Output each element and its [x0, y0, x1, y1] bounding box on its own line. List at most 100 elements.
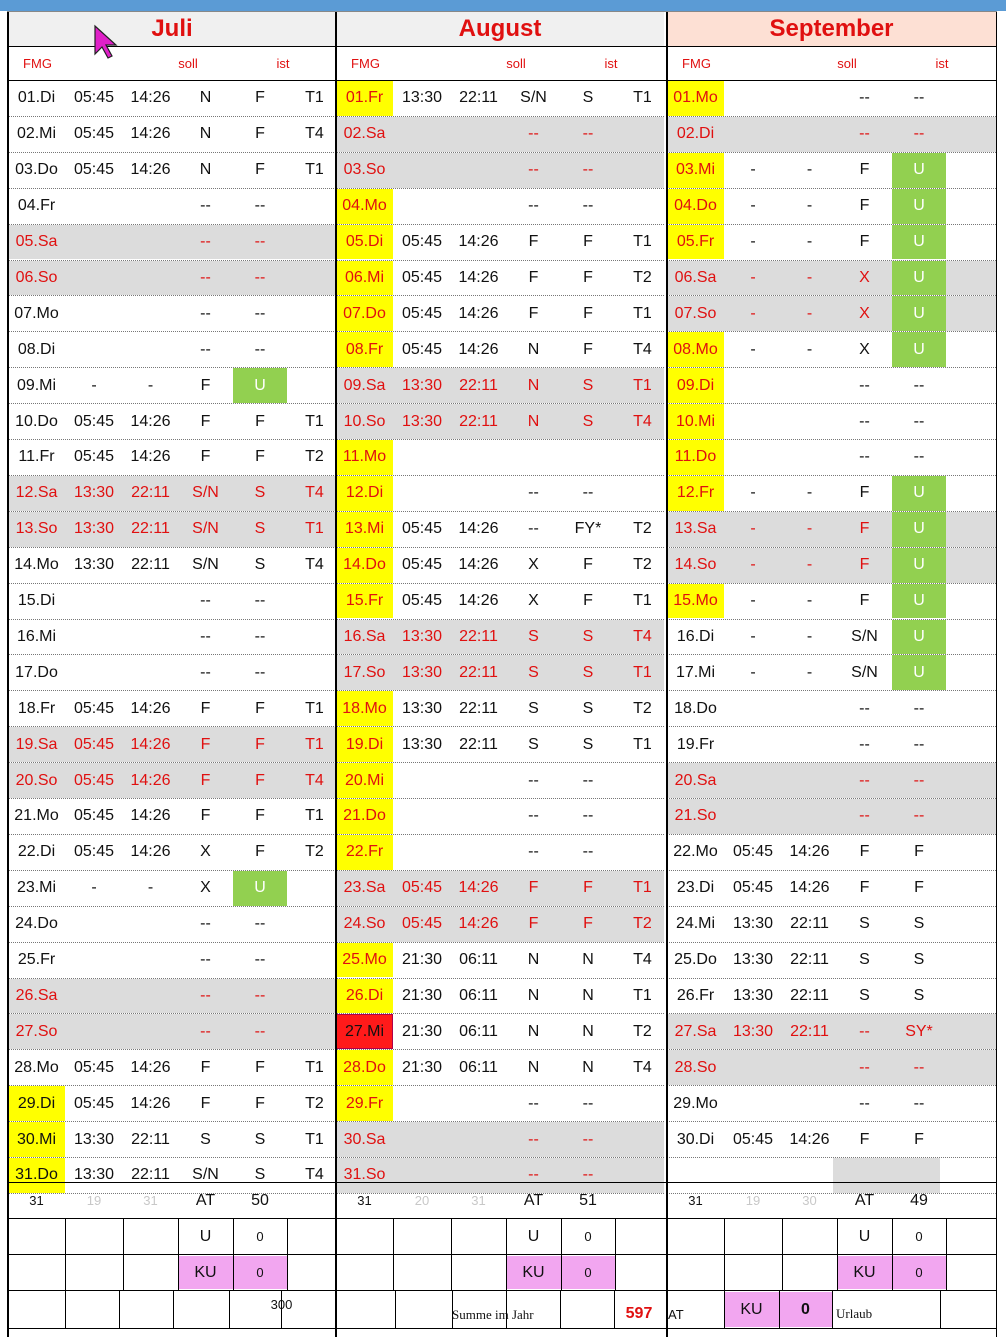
day-cell[interactable]: 21.So	[667, 799, 724, 834]
end-time-cell[interactable]: 22:11	[131, 484, 170, 502]
soll-cell[interactable]: --	[528, 1130, 539, 1148]
ist-cell[interactable]: --	[582, 1130, 594, 1148]
end-time-cell[interactable]: 14:26	[458, 556, 499, 574]
end-time-cell[interactable]: -	[806, 520, 813, 538]
start-time-cell[interactable]: 05:45	[732, 843, 774, 861]
end-time-cell[interactable]: 14:26	[130, 807, 171, 825]
end-time-cell[interactable]: 22:11	[790, 1022, 829, 1040]
ist-cell[interactable]: --	[254, 986, 266, 1004]
soll-cell[interactable]: X	[859, 340, 870, 358]
end-time-cell[interactable]	[782, 81, 837, 116]
soll-cell[interactable]: F	[528, 879, 539, 897]
soll-cell[interactable]: --	[859, 125, 870, 143]
start-time-cell[interactable]	[65, 1014, 123, 1049]
start-time-cell[interactable]: 13:30	[732, 1022, 774, 1040]
soll-cell[interactable]: F	[528, 268, 539, 286]
code-cell[interactable]: T1	[305, 161, 324, 179]
code-cell[interactable]	[946, 548, 1001, 583]
day-cell[interactable]: 12.Di	[336, 475, 393, 511]
ist-cell[interactable]: --	[582, 807, 594, 825]
code-cell[interactable]	[946, 1122, 1001, 1157]
ist-cell[interactable]: S	[582, 376, 594, 394]
day-cell[interactable]: 22.Di	[17, 843, 56, 861]
ist-cell[interactable]: U	[233, 368, 287, 404]
end-time-cell[interactable]: 14:26	[130, 735, 171, 753]
soll-cell[interactable]: N	[527, 986, 540, 1004]
day-cell[interactable]: 11.Fr	[18, 448, 55, 466]
soll-cell[interactable]: F	[200, 448, 211, 466]
day-cell[interactable]: 25.Fr	[17, 951, 56, 969]
soll-cell[interactable]: F	[859, 592, 870, 610]
start-time-cell[interactable]: 05:45	[73, 89, 115, 107]
start-time-cell[interactable]	[724, 368, 782, 403]
end-time-cell[interactable]: 14:26	[130, 1058, 171, 1076]
code-cell[interactable]: T2	[633, 556, 652, 574]
day-cell[interactable]: 18.Fr	[17, 699, 56, 717]
ist-cell[interactable]: --	[913, 807, 925, 825]
end-time-cell[interactable]: 06:11	[459, 1022, 498, 1040]
day-cell[interactable]: 27.So	[8, 1014, 65, 1050]
day-cell[interactable]: 08.Fr	[336, 332, 393, 368]
start-time-cell[interactable]: 05:45	[73, 699, 115, 717]
end-time-cell[interactable]: -	[806, 268, 813, 286]
start-time-cell[interactable]	[724, 440, 782, 475]
soll-cell[interactable]: --	[200, 1022, 211, 1040]
start-time-cell[interactable]: -	[750, 556, 756, 574]
day-cell[interactable]: 29.Fr	[336, 1086, 393, 1122]
end-time-cell[interactable]: 22:11	[131, 520, 170, 538]
end-time-cell[interactable]: 14:26	[458, 340, 499, 358]
ist-cell[interactable]: F	[583, 592, 593, 610]
ist-cell[interactable]: F	[255, 699, 265, 717]
end-time-cell[interactable]	[451, 117, 506, 152]
day-cell[interactable]: 23.Sa	[336, 870, 393, 906]
soll-cell[interactable]: --	[528, 1094, 539, 1112]
ist-cell[interactable]: S	[913, 951, 925, 969]
start-time-cell[interactable]	[65, 225, 123, 260]
ist-cell[interactable]	[561, 440, 615, 475]
day-cell[interactable]: 06.So	[8, 260, 65, 296]
day-cell[interactable]: 26.Sa	[8, 978, 65, 1014]
ist-cell[interactable]: U	[892, 511, 946, 547]
ist-cell[interactable]: N	[582, 986, 594, 1004]
soll-cell[interactable]: N	[527, 412, 540, 430]
ist-cell[interactable]: U	[892, 260, 946, 296]
ist-cell[interactable]: --	[582, 771, 594, 789]
soll-cell[interactable]: X	[528, 556, 539, 574]
code-cell[interactable]	[287, 584, 342, 619]
soll-cell[interactable]: S/N	[520, 89, 547, 107]
ist-cell[interactable]: --	[913, 448, 925, 466]
start-time-cell[interactable]: 05:45	[401, 268, 443, 286]
end-time-cell[interactable]: 14:26	[130, 125, 171, 143]
ist-cell[interactable]: --	[254, 592, 266, 610]
end-time-cell[interactable]: 14:26	[130, 412, 171, 430]
ist-cell[interactable]: --	[254, 951, 266, 969]
soll-cell[interactable]: F	[859, 1130, 870, 1148]
code-cell[interactable]	[287, 1014, 342, 1049]
day-cell[interactable]: 11.Do	[667, 440, 724, 475]
day-cell[interactable]: 13.Sa	[667, 511, 724, 547]
start-time-cell[interactable]: -	[750, 304, 756, 322]
ist-cell[interactable]: F	[583, 340, 593, 358]
day-cell[interactable]: 28.So	[667, 1050, 724, 1086]
soll-cell[interactable]: --	[859, 807, 870, 825]
start-time-cell[interactable]	[724, 763, 782, 798]
soll-cell[interactable]: --	[200, 986, 211, 1004]
ist-cell[interactable]: U	[233, 870, 287, 906]
code-cell[interactable]: T1	[633, 376, 652, 394]
end-time-cell[interactable]: -	[147, 376, 154, 394]
day-cell[interactable]: 29.Di	[8, 1086, 65, 1122]
day-cell[interactable]: 26.Di	[336, 978, 393, 1014]
end-time-cell[interactable]	[123, 943, 178, 978]
code-cell[interactable]	[287, 189, 342, 224]
code-cell[interactable]: T1	[633, 233, 652, 251]
start-time-cell[interactable]: 13:30	[73, 1166, 115, 1184]
end-time-cell[interactable]: 22:11	[131, 556, 170, 574]
ist-cell[interactable]: S	[913, 915, 925, 933]
day-cell[interactable]: 03.So	[336, 152, 393, 188]
day-cell[interactable]: 15.Mo	[667, 583, 724, 619]
start-time-cell[interactable]: 05:45	[73, 771, 115, 789]
day-cell[interactable]: 29.Mo	[673, 1094, 718, 1112]
ist-cell[interactable]: --	[582, 1166, 594, 1184]
day-cell[interactable]: 23.Mi	[16, 879, 57, 897]
end-time-cell[interactable]	[782, 1086, 837, 1121]
